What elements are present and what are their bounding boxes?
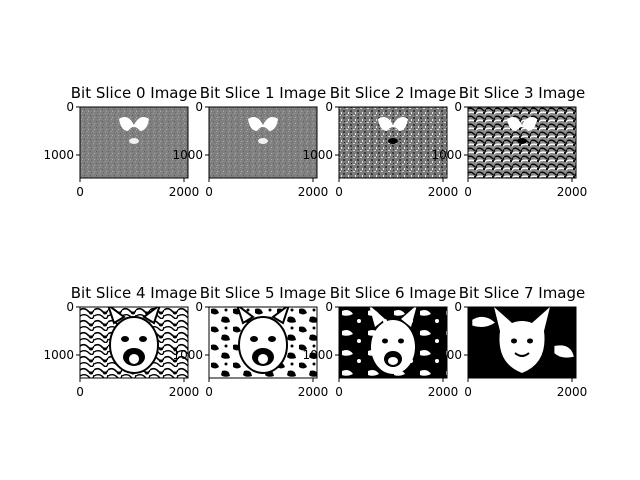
bg-highlight — [554, 345, 574, 358]
y-tick-label: 1000 — [172, 148, 203, 162]
x-tick-label: 0 — [205, 185, 213, 199]
left-eye — [382, 338, 388, 344]
y-tick-label: 1000 — [43, 348, 74, 362]
y-tick-label: 0 — [66, 100, 74, 114]
nose-blob — [129, 137, 139, 144]
y-tick-label: 1000 — [431, 148, 462, 162]
dog-silhouette — [494, 307, 550, 373]
tongue — [388, 356, 398, 365]
bit-slice-image — [339, 307, 447, 378]
head-outline — [238, 315, 288, 374]
y-tick-label: 1000 — [43, 148, 74, 162]
bit-slice-image — [209, 107, 317, 178]
axes-frame — [467, 106, 577, 179]
head-highlight — [119, 116, 149, 131]
mouth-line — [514, 352, 530, 357]
axes-frame — [338, 106, 448, 179]
axes-frame — [208, 106, 318, 179]
y-tick-label: 0 — [66, 300, 74, 314]
y-tick-label: 0 — [454, 300, 462, 314]
bit-slice-image — [80, 307, 188, 378]
y-tick-label: 1000 — [302, 348, 333, 362]
ears — [369, 307, 417, 327]
x-tick-label: 0 — [205, 385, 213, 399]
tongue — [129, 353, 139, 364]
x-tick-label: 2000 — [298, 185, 329, 199]
y-tick-label: 1000 — [431, 348, 462, 362]
y-tick-label: 0 — [325, 300, 333, 314]
head-highlight — [507, 116, 537, 131]
ears — [107, 307, 161, 325]
right-eye — [398, 338, 404, 344]
panel-title: Bit Slice 3 Image — [459, 84, 586, 102]
nose-blob — [517, 137, 527, 144]
panel-title: Bit Slice 6 Image — [330, 284, 457, 302]
panel-title: Bit Slice 7 Image — [459, 284, 586, 302]
axes-frame — [208, 306, 318, 379]
tongue — [258, 353, 268, 364]
panel-title: Bit Slice 0 Image — [71, 84, 198, 102]
ears — [236, 307, 290, 325]
y-tick-label: 0 — [454, 100, 462, 114]
bit-slice-image — [468, 307, 576, 378]
nose-blob — [258, 137, 268, 144]
head-highlight — [248, 116, 278, 131]
left-eye — [511, 338, 517, 344]
y-tick-label: 1000 — [172, 348, 203, 362]
bit-slice-image — [80, 107, 188, 178]
head-outline — [109, 315, 159, 374]
x-tick-label: 2000 — [169, 185, 200, 199]
panel-title: Bit Slice 5 Image — [200, 284, 327, 302]
left-eye — [250, 335, 258, 342]
x-tick-label: 0 — [335, 385, 343, 399]
bit-slice-image — [339, 107, 447, 178]
bg-highlight — [472, 316, 495, 328]
axes-frame — [467, 306, 577, 379]
axes-frame — [79, 106, 189, 179]
x-tick-label: 2000 — [557, 385, 588, 399]
left-eye — [121, 335, 129, 342]
bit-slice-image — [209, 307, 317, 378]
x-tick-label: 2000 — [557, 185, 588, 199]
x-tick-label: 0 — [464, 385, 472, 399]
x-tick-label: 0 — [464, 185, 472, 199]
head-shape — [371, 319, 415, 374]
panel-title: Bit Slice 2 Image — [330, 84, 457, 102]
panel-title: Bit Slice 4 Image — [71, 284, 198, 302]
panel-title: Bit Slice 1 Image — [200, 84, 327, 102]
axes-frame — [338, 306, 448, 379]
y-tick-label: 0 — [325, 100, 333, 114]
nose-blob — [388, 137, 398, 144]
x-tick-label: 0 — [76, 185, 84, 199]
y-tick-label: 0 — [195, 100, 203, 114]
head-highlight — [378, 116, 408, 131]
right-eye — [139, 335, 147, 342]
x-tick-label: 0 — [335, 185, 343, 199]
x-tick-label: 0 — [76, 385, 84, 399]
right-eye — [268, 335, 276, 342]
axes-frame — [79, 306, 189, 379]
right-eye — [527, 338, 533, 344]
y-tick-label: 1000 — [302, 148, 333, 162]
x-tick-label: 2000 — [428, 385, 459, 399]
y-tick-label: 0 — [195, 300, 203, 314]
x-tick-label: 2000 — [298, 385, 329, 399]
bit-slice-image — [468, 107, 576, 178]
x-tick-label: 2000 — [428, 185, 459, 199]
x-tick-label: 2000 — [169, 385, 200, 399]
